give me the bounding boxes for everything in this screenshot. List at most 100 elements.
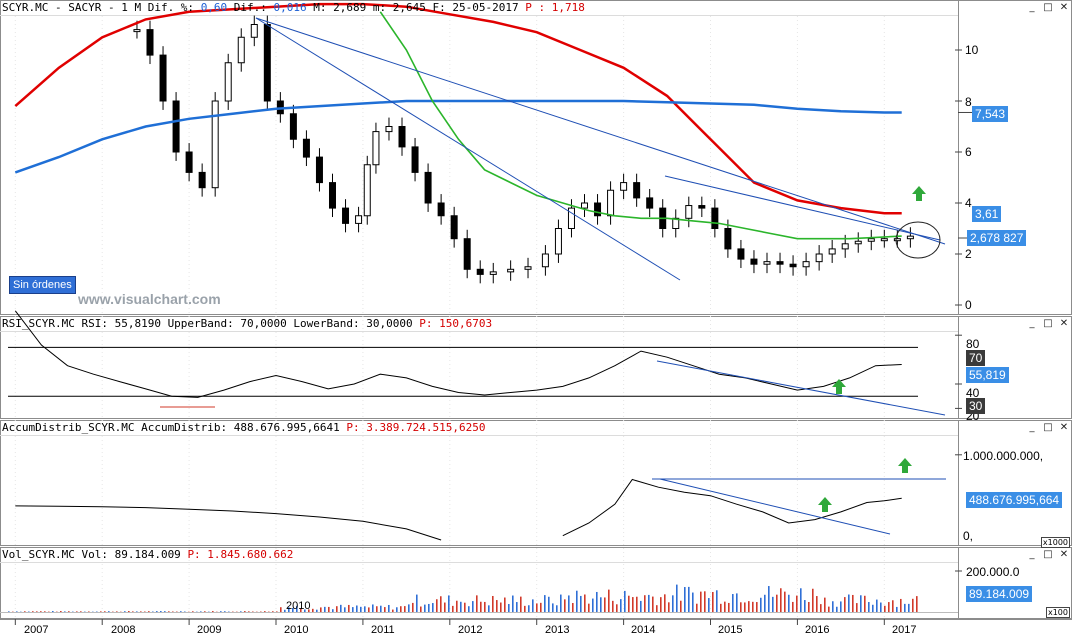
close-icon[interactable]: ✕ [1059, 2, 1069, 13]
candle-body [263, 24, 271, 102]
volume-bar [884, 605, 886, 612]
volume-bar [420, 606, 422, 612]
volume-bar [436, 599, 438, 612]
candle-body [594, 202, 602, 217]
volume-bar [504, 597, 506, 612]
volume-bar [812, 588, 814, 612]
candle-body [711, 207, 719, 230]
volume-bar [672, 595, 674, 612]
close-icon[interactable]: ✕ [1059, 318, 1069, 329]
volume-bar [676, 584, 678, 612]
header-part: P: 1.845.680.662 [187, 548, 294, 561]
volume-bar [696, 603, 698, 612]
volume-bar [356, 605, 358, 612]
volume-bar [220, 611, 222, 612]
volume-bar [856, 603, 858, 612]
volume-bar [464, 602, 466, 612]
volume-bar [820, 604, 822, 612]
candle-body [250, 24, 258, 38]
volume-bar [660, 597, 662, 612]
candle-body [133, 29, 141, 33]
volume-bar [500, 602, 502, 612]
ad-multiplier: x1000 [1040, 537, 1070, 548]
price-tick: 8 [965, 95, 972, 109]
no-orders-badge[interactable]: Sin órdenes [9, 276, 76, 294]
volume-bar [284, 609, 286, 612]
ad-tick: 1.000.000.000, [963, 449, 1044, 463]
candle-body [867, 238, 875, 242]
volume-bar [740, 602, 742, 612]
candle-body [355, 215, 363, 224]
minimize-icon[interactable]: _ [1029, 2, 1035, 13]
header-part: P : 1,718 [525, 1, 585, 14]
maximize-icon[interactable]: □ [1043, 549, 1053, 560]
volume-bar [572, 603, 574, 612]
volume-bar [344, 607, 346, 612]
x-year-label: 2013 [545, 624, 570, 636]
volume-bar [560, 594, 562, 612]
header-part: Dif.: [227, 1, 274, 14]
maximize-icon[interactable]: □ [1043, 2, 1053, 13]
volume-bar [280, 607, 282, 612]
volume-bar [304, 609, 306, 612]
minimize-icon[interactable]: _ [1029, 422, 1035, 433]
volume-bar [332, 609, 334, 612]
candle-body [507, 268, 515, 273]
volume-bar [632, 597, 634, 612]
candle-body [893, 238, 901, 242]
volume-bar [516, 602, 518, 612]
volume-bar [588, 603, 590, 612]
volume-bar [364, 606, 366, 612]
volume-bar [840, 601, 842, 612]
volume-bar [756, 602, 758, 612]
maximize-icon[interactable]: □ [1043, 422, 1053, 433]
trendline [255, 17, 946, 245]
volume-bar [16, 611, 18, 612]
volume-bar [860, 595, 862, 612]
rsi-tick: 40 [966, 386, 980, 400]
volume-bar [796, 595, 798, 612]
volume-bar [644, 595, 646, 612]
volume-bar [480, 601, 482, 612]
volume-bar [900, 598, 902, 612]
volume-bar [164, 611, 166, 612]
price-tick: 0 [965, 298, 972, 312]
volume-bar [432, 603, 434, 612]
rsi-value-tag: 55,819 [966, 367, 1009, 383]
candle-body [363, 164, 371, 217]
rsi-upper-tag: 70 [966, 350, 986, 366]
volume-bar [848, 594, 850, 612]
price-value-tag: 2,678 827 [967, 230, 1027, 246]
candle-body [541, 253, 549, 268]
close-icon[interactable]: ✕ [1059, 422, 1069, 433]
candle-body [646, 197, 654, 209]
trendline [255, 17, 681, 281]
vol-tick: 200.000.0 [966, 565, 1020, 579]
volume-bar [44, 611, 46, 612]
volume-bar [40, 611, 42, 612]
header-part: M: 2,689 m: 2,645 F: 25-05-2017 [306, 1, 526, 14]
volume-bar [408, 604, 410, 612]
vol-multiplier: x100 [1045, 607, 1070, 618]
volume-bar [880, 602, 882, 612]
volume-bar [772, 596, 774, 612]
volume-bar [512, 595, 514, 612]
x-year-label: 2012 [458, 624, 483, 636]
volume-bar [688, 586, 690, 612]
candle-body [198, 171, 206, 189]
volume-bar [212, 611, 214, 612]
volume-bar [160, 611, 162, 612]
volume-bar [608, 589, 610, 612]
maximize-icon[interactable]: □ [1043, 318, 1053, 329]
volume-bar [8, 611, 10, 612]
volume-bar [584, 594, 586, 612]
minimize-icon[interactable]: _ [1029, 318, 1035, 329]
close-icon[interactable]: ✕ [1059, 549, 1069, 560]
volume-bar [724, 601, 726, 612]
minimize-icon[interactable]: _ [1029, 549, 1035, 560]
volume-bar [388, 604, 390, 612]
vol-header: Vol_SCYR.MC Vol: 89.184.009 P: 1.845.680… [2, 548, 293, 562]
trendline [664, 175, 941, 241]
x-year-label: 2014 [631, 624, 656, 636]
volume-bar [832, 601, 834, 612]
